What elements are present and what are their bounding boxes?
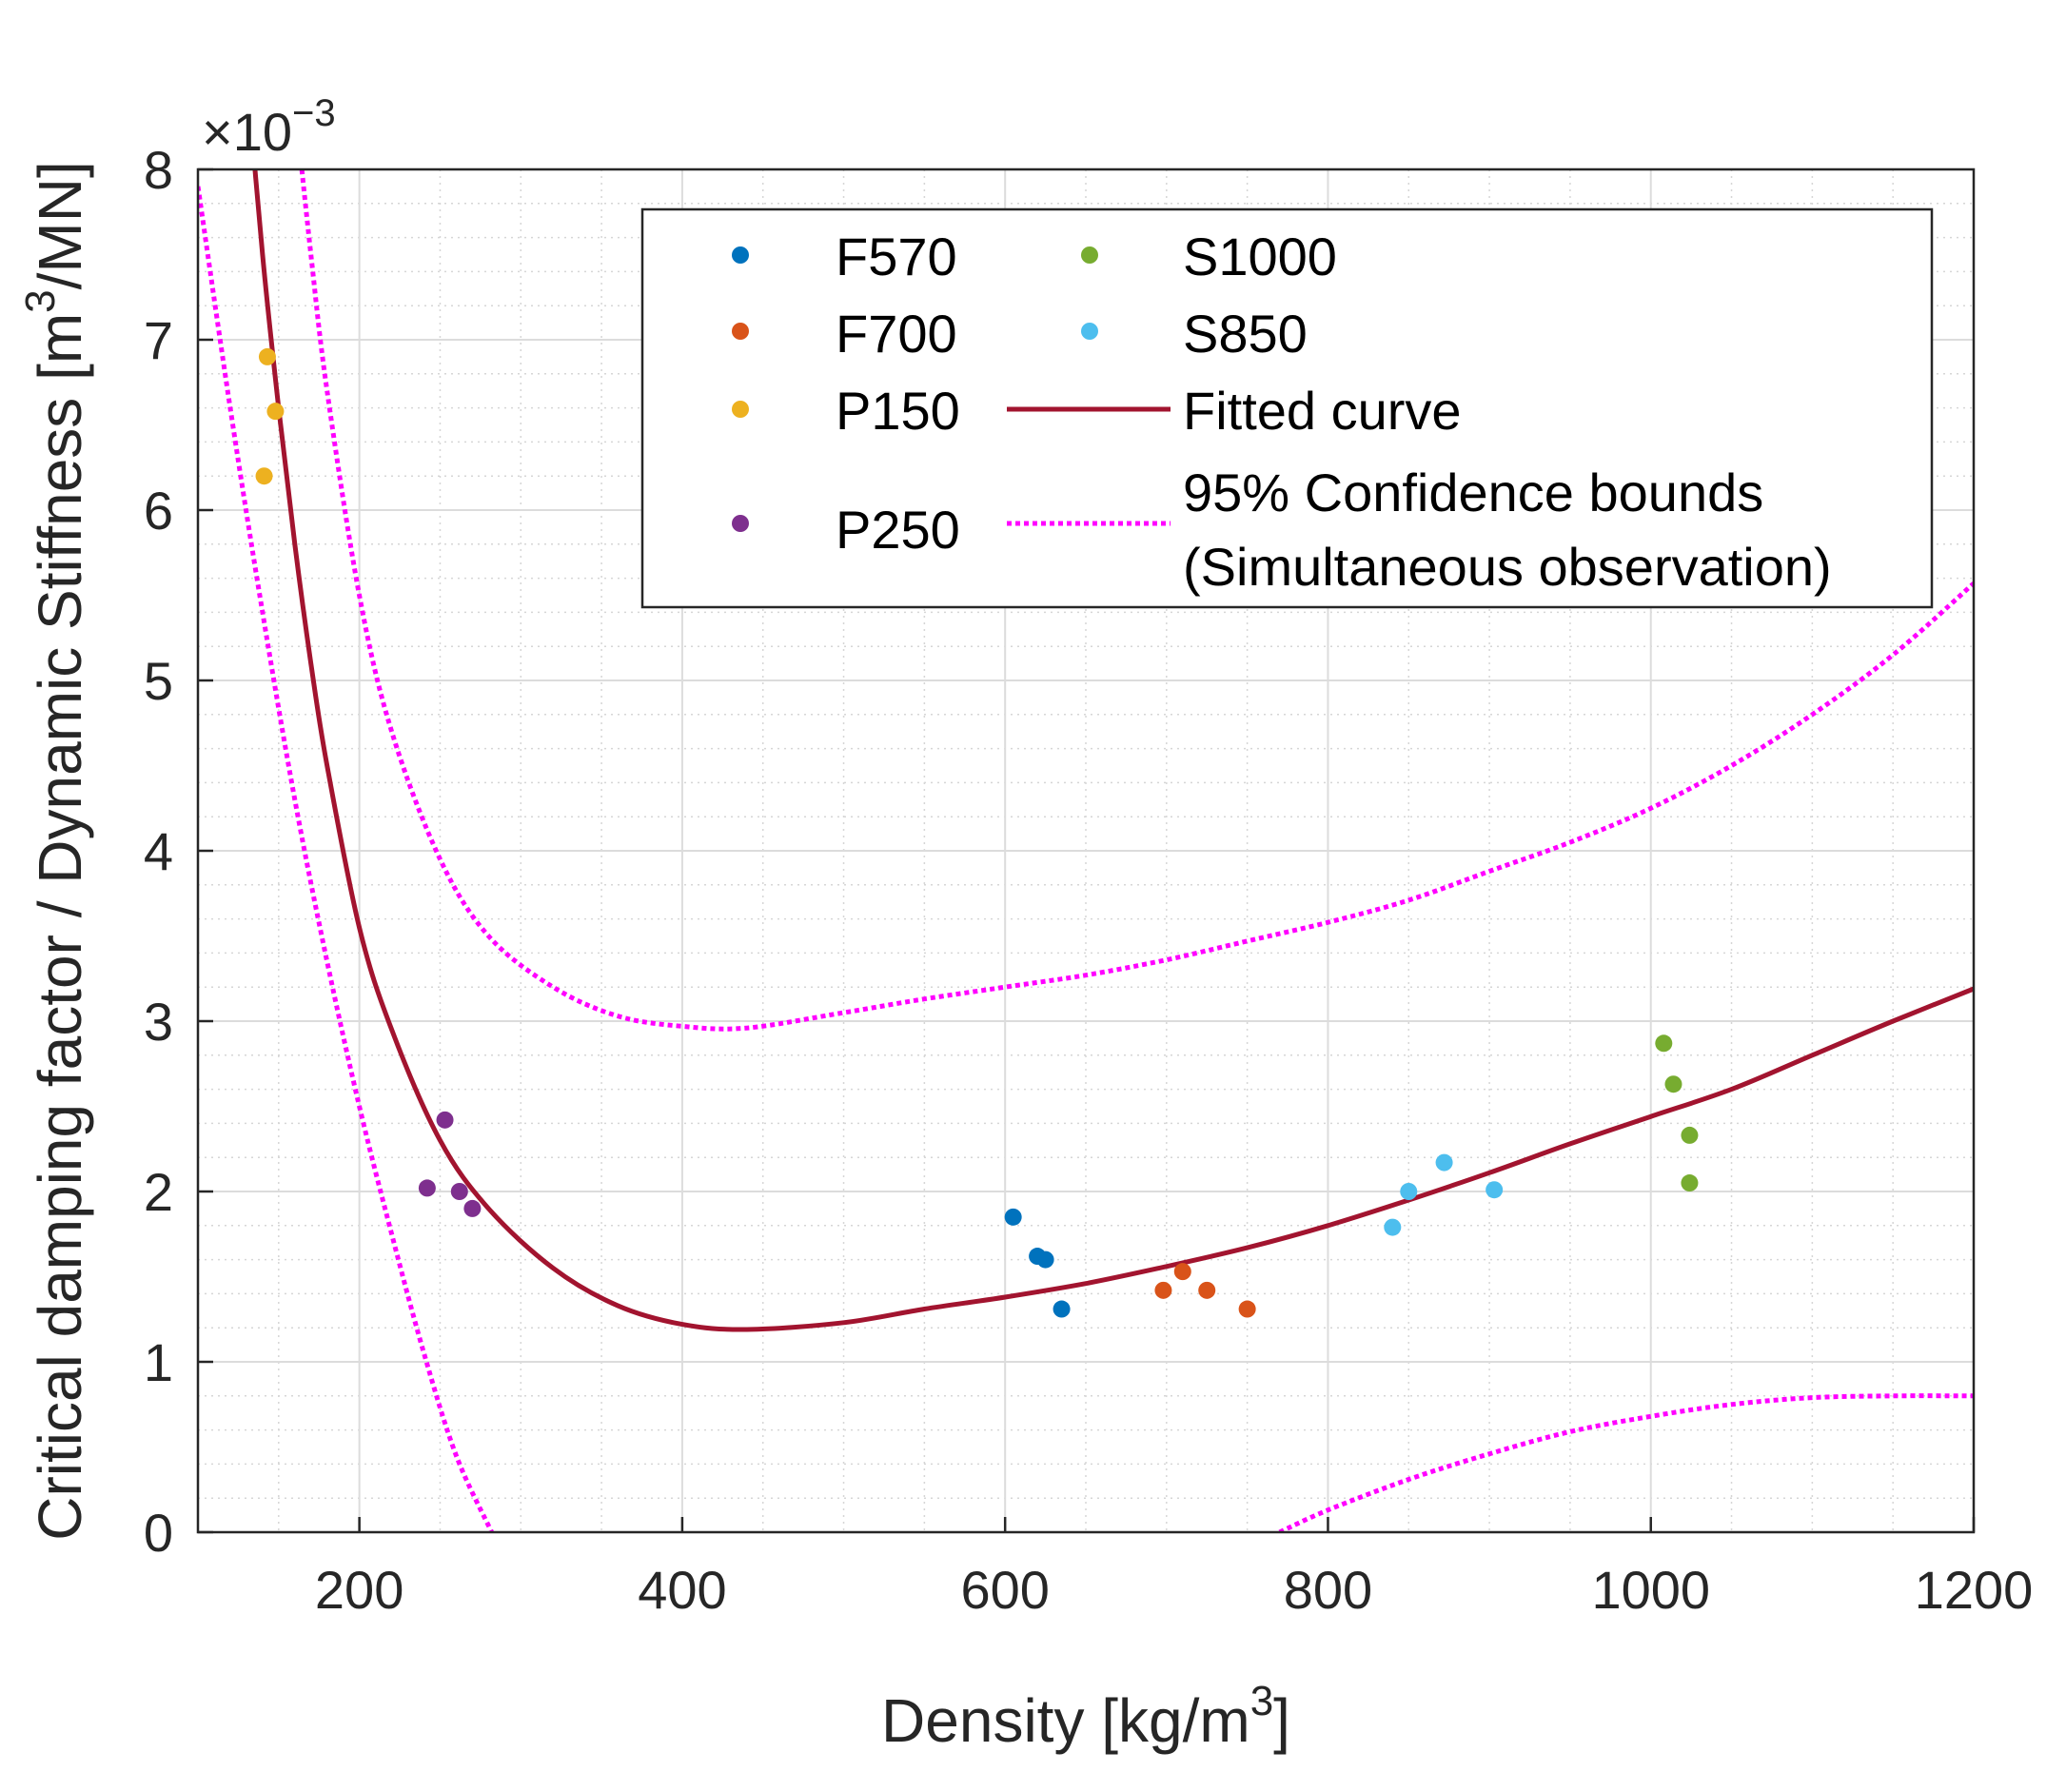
point-f700-2 <box>1173 1263 1191 1281</box>
y-axis-label-end: /MN] <box>26 161 94 289</box>
legend-label-confidence-bounds-2: (Simultaneous observation) <box>1183 537 1832 597</box>
legend-marker-p250 <box>732 515 749 532</box>
y-axis-ticks: 0 1 2 3 4 5 6 7 8 <box>144 140 213 1563</box>
point-f570-3 <box>1036 1250 1054 1269</box>
fitted-curve <box>252 169 1974 1332</box>
confidence-bound-lower-left <box>198 186 494 1532</box>
y-tick-label-1: 1 <box>144 1332 173 1392</box>
legend-marker-p150 <box>732 401 749 418</box>
y-axis-exponent: ×10−3 <box>202 92 336 162</box>
y-exponent-prefix: ×10 <box>202 102 292 162</box>
x-axis-label-sup: 3 <box>1250 1678 1273 1724</box>
legend-label-p150: P150 <box>836 381 960 441</box>
x-tick-label-1200: 1200 <box>1915 1560 2034 1620</box>
point-s1000-4 <box>1681 1174 1699 1192</box>
x-tick-label-600: 600 <box>960 1560 1049 1620</box>
point-s850-4 <box>1486 1181 1504 1199</box>
y-tick-label-5: 5 <box>144 651 173 711</box>
legend-box <box>640 207 1934 609</box>
y-tick-label-8: 8 <box>144 140 173 200</box>
point-p250-4 <box>463 1199 482 1217</box>
x-axis-label: Density [kg/m3] <box>881 1678 1290 1755</box>
point-s1000-1 <box>1655 1034 1673 1053</box>
scatter-points <box>255 347 1699 1318</box>
legend-item-fitted-curve: Fitted curve <box>1007 381 1462 441</box>
confidence-bound-upper <box>299 169 1974 1032</box>
x-tick-label-400: 400 <box>638 1560 726 1620</box>
legend-label-p250: P250 <box>836 500 960 560</box>
y-tick-label-3: 3 <box>144 992 173 1052</box>
fitted-curve-group <box>252 169 1974 1332</box>
legend-marker-s1000 <box>1081 246 1098 264</box>
y-axis-label-main: Critical damping factor / Dynamic Stiffn… <box>26 313 94 1541</box>
point-p150-3 <box>255 467 273 485</box>
y-exponent-power: −3 <box>292 92 336 134</box>
legend-item-f570: F570 <box>732 226 957 286</box>
legend-item-p250: P250 <box>732 500 960 560</box>
point-s850-2 <box>1400 1183 1418 1200</box>
y-axis-label-sup: 3 <box>17 289 64 312</box>
point-f570-1 <box>1004 1208 1022 1226</box>
point-f570-4 <box>1053 1300 1071 1318</box>
y-tick-label-6: 6 <box>144 481 173 541</box>
point-p150-1 <box>258 347 276 365</box>
point-s850-3 <box>1435 1153 1453 1172</box>
legend-item-f700: F700 <box>732 304 957 364</box>
point-f700-3 <box>1198 1281 1216 1299</box>
point-f700-4 <box>1238 1300 1256 1318</box>
legend-label-confidence-bounds-1: 95% Confidence bounds <box>1183 463 1763 522</box>
legend-label-s1000: S1000 <box>1183 226 1337 286</box>
legend-marker-f570 <box>732 246 749 264</box>
x-axis-ticks: 200 400 600 800 1000 1200 <box>315 1517 2033 1620</box>
y-tick-label-0: 0 <box>144 1503 173 1563</box>
y-tick-label-4: 4 <box>144 821 173 881</box>
confidence-bounds <box>198 169 1974 1532</box>
legend-item-confidence-bounds: 95% Confidence bounds (Simultaneous obse… <box>1007 463 1832 597</box>
point-s1000-2 <box>1664 1075 1682 1093</box>
x-axis-label-main: Density [kg/m <box>881 1686 1250 1755</box>
legend-label-f570: F570 <box>836 226 957 286</box>
point-p150-2 <box>266 403 285 421</box>
point-f700-1 <box>1154 1281 1172 1299</box>
x-tick-label-200: 200 <box>315 1560 403 1620</box>
legend-marker-f700 <box>732 323 749 340</box>
legend-label-f700: F700 <box>836 304 957 364</box>
point-p250-1 <box>418 1179 436 1197</box>
point-s850-1 <box>1384 1218 1402 1236</box>
y-tick-label-2: 2 <box>144 1162 173 1222</box>
x-tick-label-800: 800 <box>1284 1560 1372 1620</box>
x-tick-label-1000: 1000 <box>1591 1560 1710 1620</box>
y-tick-label-7: 7 <box>144 310 173 370</box>
legend-label-s850: S850 <box>1183 304 1308 364</box>
point-p250-3 <box>450 1183 468 1200</box>
x-axis-label-end: ] <box>1273 1686 1290 1755</box>
legend-item-p150: P150 <box>732 381 960 441</box>
legend-label-fitted-curve: Fitted curve <box>1183 381 1462 441</box>
legend-item-s850: S850 <box>1081 304 1308 364</box>
y-axis-label: Critical damping factor / Dynamic Stiffn… <box>17 161 94 1540</box>
point-p250-2 <box>436 1111 454 1129</box>
legend: F570 F700 P150 P250 S1000 S850 Fitted cu… <box>640 207 1934 609</box>
point-s1000-3 <box>1681 1126 1699 1144</box>
legend-marker-s850 <box>1081 323 1098 340</box>
legend-item-s1000: S1000 <box>1081 226 1337 286</box>
